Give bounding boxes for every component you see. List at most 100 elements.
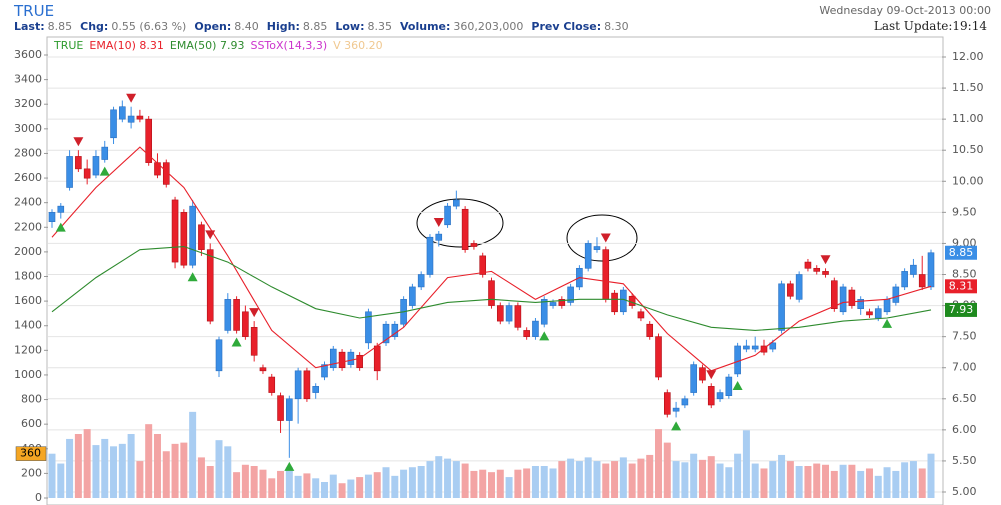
candle-body (92, 156, 100, 176)
volume-bar (795, 466, 803, 498)
y2-tick-label: 3000 (14, 122, 42, 135)
price-tag-label: 8.31 (949, 279, 974, 292)
y-tick-label: 6.50 (952, 392, 977, 405)
volume-bar (268, 478, 276, 498)
volume-bar (48, 453, 56, 498)
y2-tick-label: 2200 (14, 220, 42, 233)
candle-body (593, 246, 601, 250)
candle-body (831, 280, 838, 309)
y2-tick-label: 200 (21, 466, 42, 479)
volume-bar (488, 472, 495, 498)
field-value: 360,203,000 (453, 20, 524, 33)
candle-body (795, 274, 803, 300)
field-label: Low: (335, 20, 365, 33)
candle-body (637, 311, 645, 319)
volume-bar (118, 443, 126, 498)
volume-bar (206, 466, 214, 498)
volume-bar (760, 468, 768, 498)
y-tick-label: 10.00 (952, 174, 984, 187)
volume-bar (558, 461, 566, 498)
candle-body (145, 118, 152, 163)
y2-tick-label: 1800 (14, 270, 42, 283)
y2-tick-label: 3600 (14, 48, 42, 61)
candle-body (901, 271, 908, 288)
field-label: Last: (14, 20, 45, 33)
volume-bar (769, 461, 777, 498)
sell-signal (820, 255, 831, 265)
volume-bar (901, 462, 909, 498)
candle-body (523, 330, 530, 337)
volume-bar (663, 442, 671, 498)
candle-body (655, 336, 662, 378)
candle-body (470, 243, 478, 247)
field-label: Chg: (80, 20, 109, 33)
volume-bar (646, 454, 654, 498)
field-label: Prev Close: (531, 20, 602, 33)
volume-bar (153, 434, 161, 498)
candle-body (250, 327, 258, 356)
volume-bar (725, 467, 733, 498)
volume-bar (110, 446, 118, 498)
volume-bar (66, 438, 74, 498)
volume-bar (690, 453, 698, 498)
volume-bar (461, 463, 469, 498)
y2-tick-label: 0 (35, 491, 42, 504)
volume-bar (74, 434, 82, 498)
volume-bar (707, 456, 715, 498)
volume-bar (927, 453, 935, 498)
volume-bar (734, 453, 742, 498)
candle-body (453, 199, 460, 207)
y2-tick-label: 1400 (14, 319, 42, 332)
volume-bar (804, 466, 812, 498)
y-tick-label: 5.00 (952, 485, 977, 498)
candle-body (663, 392, 671, 415)
y-tick-label: 9.50 (952, 205, 977, 218)
y-tick-label: 7.00 (952, 361, 977, 374)
volume-bar (329, 474, 337, 498)
price-tag-label: 8.85 (949, 246, 974, 259)
price-tag (945, 245, 977, 260)
volume-bar (593, 461, 601, 498)
candle-body (505, 305, 513, 322)
volume-bar (611, 461, 619, 498)
y2-tick-label: 2800 (14, 146, 42, 159)
volume-bar (127, 434, 135, 498)
candle-body (426, 236, 434, 275)
sell-signal (706, 370, 717, 380)
volume-bar (602, 463, 610, 498)
candle-body (927, 252, 935, 288)
candle-body (83, 168, 91, 179)
volume-bar (338, 483, 346, 498)
candle-body (848, 289, 856, 306)
candle-body (681, 398, 689, 406)
field-value: 0.55 (6.63 %) (111, 20, 187, 33)
buy-signal (671, 421, 682, 431)
volume-bar (347, 479, 355, 498)
buy-signal (732, 381, 743, 391)
buy-signal (231, 337, 242, 347)
volume-bar (848, 464, 856, 498)
volume-bar (822, 464, 830, 498)
candle-body (628, 295, 636, 306)
candle-body (242, 311, 249, 337)
candle-body (646, 323, 654, 337)
volume-bar (681, 462, 689, 498)
volume-bar (277, 470, 285, 498)
candle-body (707, 386, 715, 406)
price-tag (945, 302, 977, 317)
candle-body (233, 299, 240, 331)
candle-body (417, 274, 425, 288)
volume-bar (391, 475, 399, 498)
volume-bar (452, 461, 460, 498)
volume-bar (716, 463, 724, 498)
volume-bar (180, 442, 188, 498)
candle-body (813, 267, 821, 272)
sell-signal (249, 308, 260, 318)
candle-body (409, 286, 416, 306)
y2-tick-label: 2000 (14, 245, 42, 258)
y2-tick-label: 1600 (14, 294, 42, 307)
candle-body (365, 311, 372, 344)
volume-bar (470, 470, 478, 498)
volume-bar (197, 457, 205, 498)
